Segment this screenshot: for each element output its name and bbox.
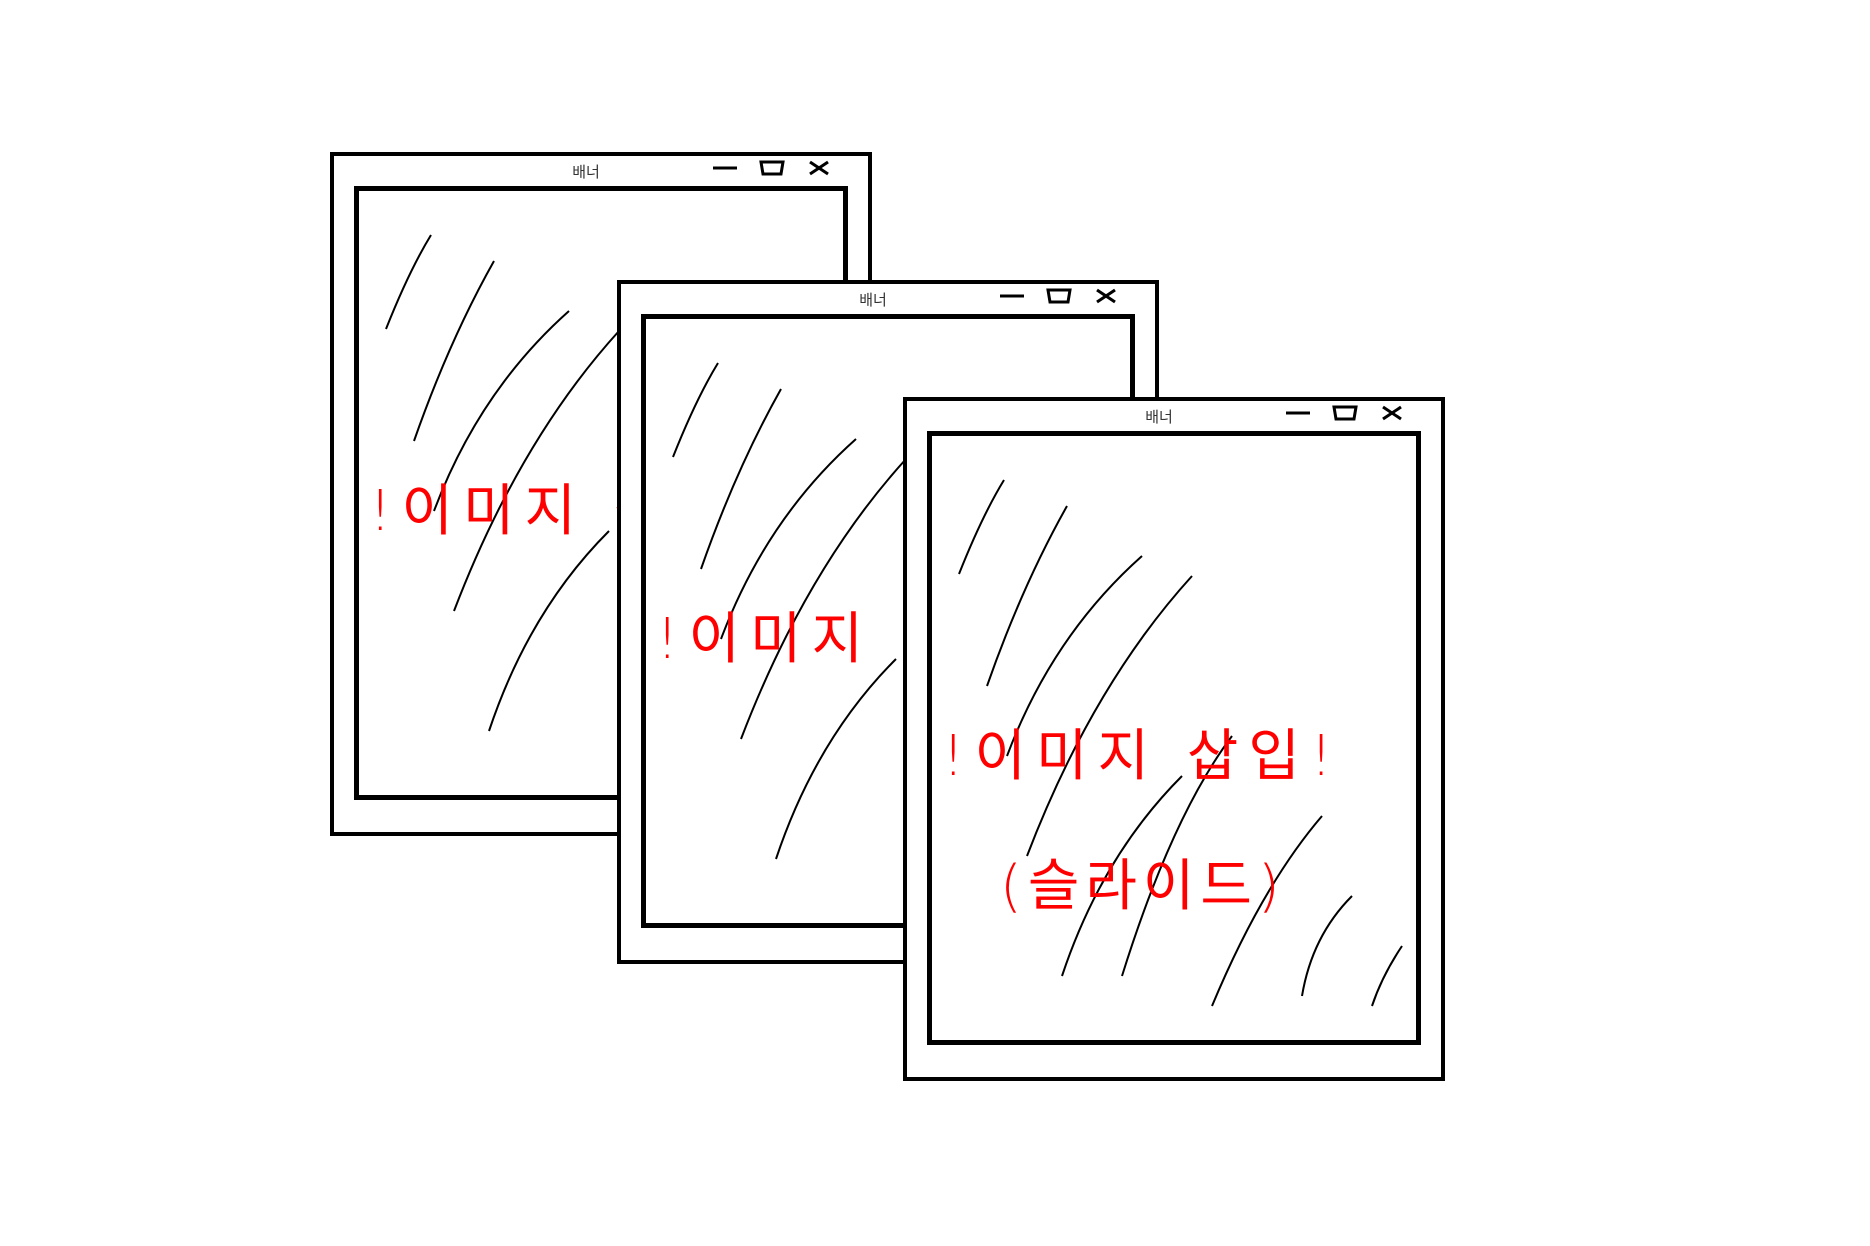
image-insert-label: !이미지 삽입! (942, 724, 1343, 789)
window-title: 배너 (572, 163, 600, 181)
slide-label: (슬라이드) (1000, 854, 1286, 919)
maximize-icon[interactable] (1046, 287, 1072, 305)
minimize-icon[interactable] (1285, 404, 1311, 422)
maximize-icon[interactable] (759, 159, 785, 177)
window-title: 배너 (1145, 408, 1173, 426)
close-icon[interactable] (1379, 404, 1405, 422)
close-icon[interactable] (1093, 287, 1119, 305)
minimize-icon[interactable] (712, 159, 738, 177)
image-hatch-marks (958, 479, 1403, 1007)
image-hatch-marks (385, 234, 620, 732)
window-title: 배너 (859, 291, 887, 309)
image-hatch-marks (672, 362, 907, 860)
title-bar: 배너 (907, 401, 1441, 427)
minimize-icon[interactable] (999, 287, 1025, 305)
maximize-icon[interactable] (1332, 404, 1358, 422)
close-icon[interactable] (806, 159, 832, 177)
title-bar: 배너 (334, 156, 868, 182)
image-placeholder: !이미지 삽입! (슬라이드) (927, 431, 1421, 1045)
banner-window-3: 배너 !이미지 삽입! (슬라이드) (903, 397, 1445, 1081)
title-bar: 배너 (621, 284, 1155, 310)
